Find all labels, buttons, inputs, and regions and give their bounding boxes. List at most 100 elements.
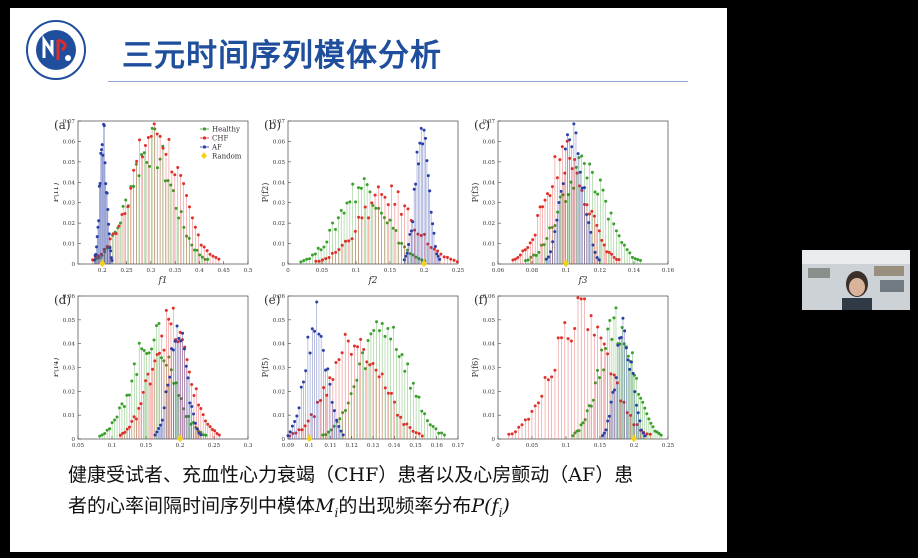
point-chf: [558, 158, 562, 162]
point-chf: [111, 232, 115, 236]
panel-label: (b): [264, 118, 281, 132]
point-af: [633, 390, 637, 394]
point-af: [607, 414, 611, 418]
point-af: [623, 329, 627, 333]
point-healthy: [328, 228, 332, 232]
point-chf: [143, 143, 147, 147]
point-healthy: [342, 211, 346, 215]
y-tick-label: 0.01: [483, 413, 495, 419]
y-tick-label: 0.07: [63, 119, 76, 125]
point-healthy: [590, 170, 594, 174]
y-tick-label: 0.04: [273, 342, 286, 348]
point-chf: [118, 433, 122, 437]
point-af: [589, 230, 593, 234]
point-chf: [521, 249, 525, 253]
point-healthy: [345, 201, 349, 205]
point-healthy: [639, 396, 643, 400]
point-af: [92, 258, 96, 262]
point-healthy: [365, 183, 369, 187]
point-chf: [199, 407, 203, 411]
y-tick-label: 0.02: [483, 221, 495, 227]
point-chf: [206, 422, 210, 426]
point-healthy: [195, 248, 199, 252]
point-healthy: [377, 329, 381, 333]
webcam-video-tile[interactable]: [802, 250, 910, 310]
x-tick-label: 0.15: [140, 443, 153, 449]
point-chf: [182, 182, 186, 186]
point-chf: [414, 431, 418, 435]
point-healthy: [617, 234, 621, 238]
point-af: [614, 376, 618, 380]
point-chf: [291, 432, 295, 436]
point-af: [574, 131, 578, 135]
figure-caption: 健康受试者、充血性心力衰竭（CHF）患者以及心房颤动（AF）患 者的心率间隔时间…: [68, 460, 708, 529]
point-af: [308, 351, 312, 355]
point-chf: [520, 423, 524, 427]
point-af: [636, 411, 640, 415]
point-chf: [158, 134, 162, 138]
point-chf: [367, 216, 371, 220]
point-chf: [607, 250, 611, 254]
point-chf: [315, 400, 319, 404]
point-af: [326, 367, 330, 371]
point-chf: [151, 367, 155, 371]
point-af: [190, 404, 194, 408]
point-chf: [553, 368, 557, 372]
point-chf: [328, 376, 332, 380]
point-chf: [411, 429, 415, 433]
point-chf: [317, 259, 321, 263]
point-chf: [324, 257, 328, 261]
point-healthy: [437, 431, 441, 435]
panel-label: (e): [264, 293, 280, 307]
x-tick-label: 0.12: [346, 443, 358, 449]
legend-label-random: Random: [212, 153, 242, 161]
point-chf: [139, 402, 143, 406]
point-af: [565, 133, 569, 137]
point-healthy: [417, 395, 421, 399]
point-chf: [325, 393, 329, 397]
point-af: [432, 231, 436, 235]
point-af: [568, 138, 572, 142]
point-af: [328, 382, 332, 386]
point-healthy: [368, 190, 372, 194]
point-chf: [545, 192, 549, 196]
point-af: [433, 245, 437, 249]
point-af: [166, 383, 170, 387]
point-af: [408, 232, 412, 236]
point-af: [425, 159, 429, 163]
point-af: [578, 170, 582, 174]
point-chf: [578, 184, 582, 188]
point-chf: [303, 424, 307, 428]
point-chf: [167, 317, 171, 321]
point-healthy: [545, 237, 549, 241]
point-healthy: [580, 154, 584, 158]
point-healthy: [625, 248, 629, 252]
point-af: [168, 375, 172, 379]
point-chf: [610, 252, 614, 256]
point-af: [95, 245, 99, 249]
point-chf: [213, 429, 217, 433]
point-chf: [160, 334, 164, 338]
point-healthy: [98, 434, 102, 438]
point-af: [411, 220, 415, 224]
point-healthy: [585, 176, 589, 180]
point-chf: [202, 245, 206, 249]
point-af: [179, 339, 183, 343]
x-tick-label: 0.14: [628, 268, 641, 274]
point-healthy: [299, 260, 303, 264]
point-af: [604, 428, 608, 432]
point-chf: [140, 155, 144, 159]
x-axis-label: f2: [367, 276, 377, 286]
point-healthy: [386, 327, 390, 331]
point-chf: [152, 122, 156, 126]
point-healthy: [408, 386, 412, 390]
point-healthy: [659, 433, 663, 437]
point-af: [108, 246, 112, 250]
point-af: [561, 182, 565, 186]
caption-line-2: 者的心率间隔时间序列中模体Mi的出现频率分布P(fi): [68, 491, 708, 529]
point-chf: [185, 193, 189, 197]
point-chf: [179, 174, 183, 178]
point-chf: [518, 253, 522, 257]
x-tick-label: 0.3: [146, 268, 155, 274]
y-axis-label: P(f5): [261, 358, 270, 378]
